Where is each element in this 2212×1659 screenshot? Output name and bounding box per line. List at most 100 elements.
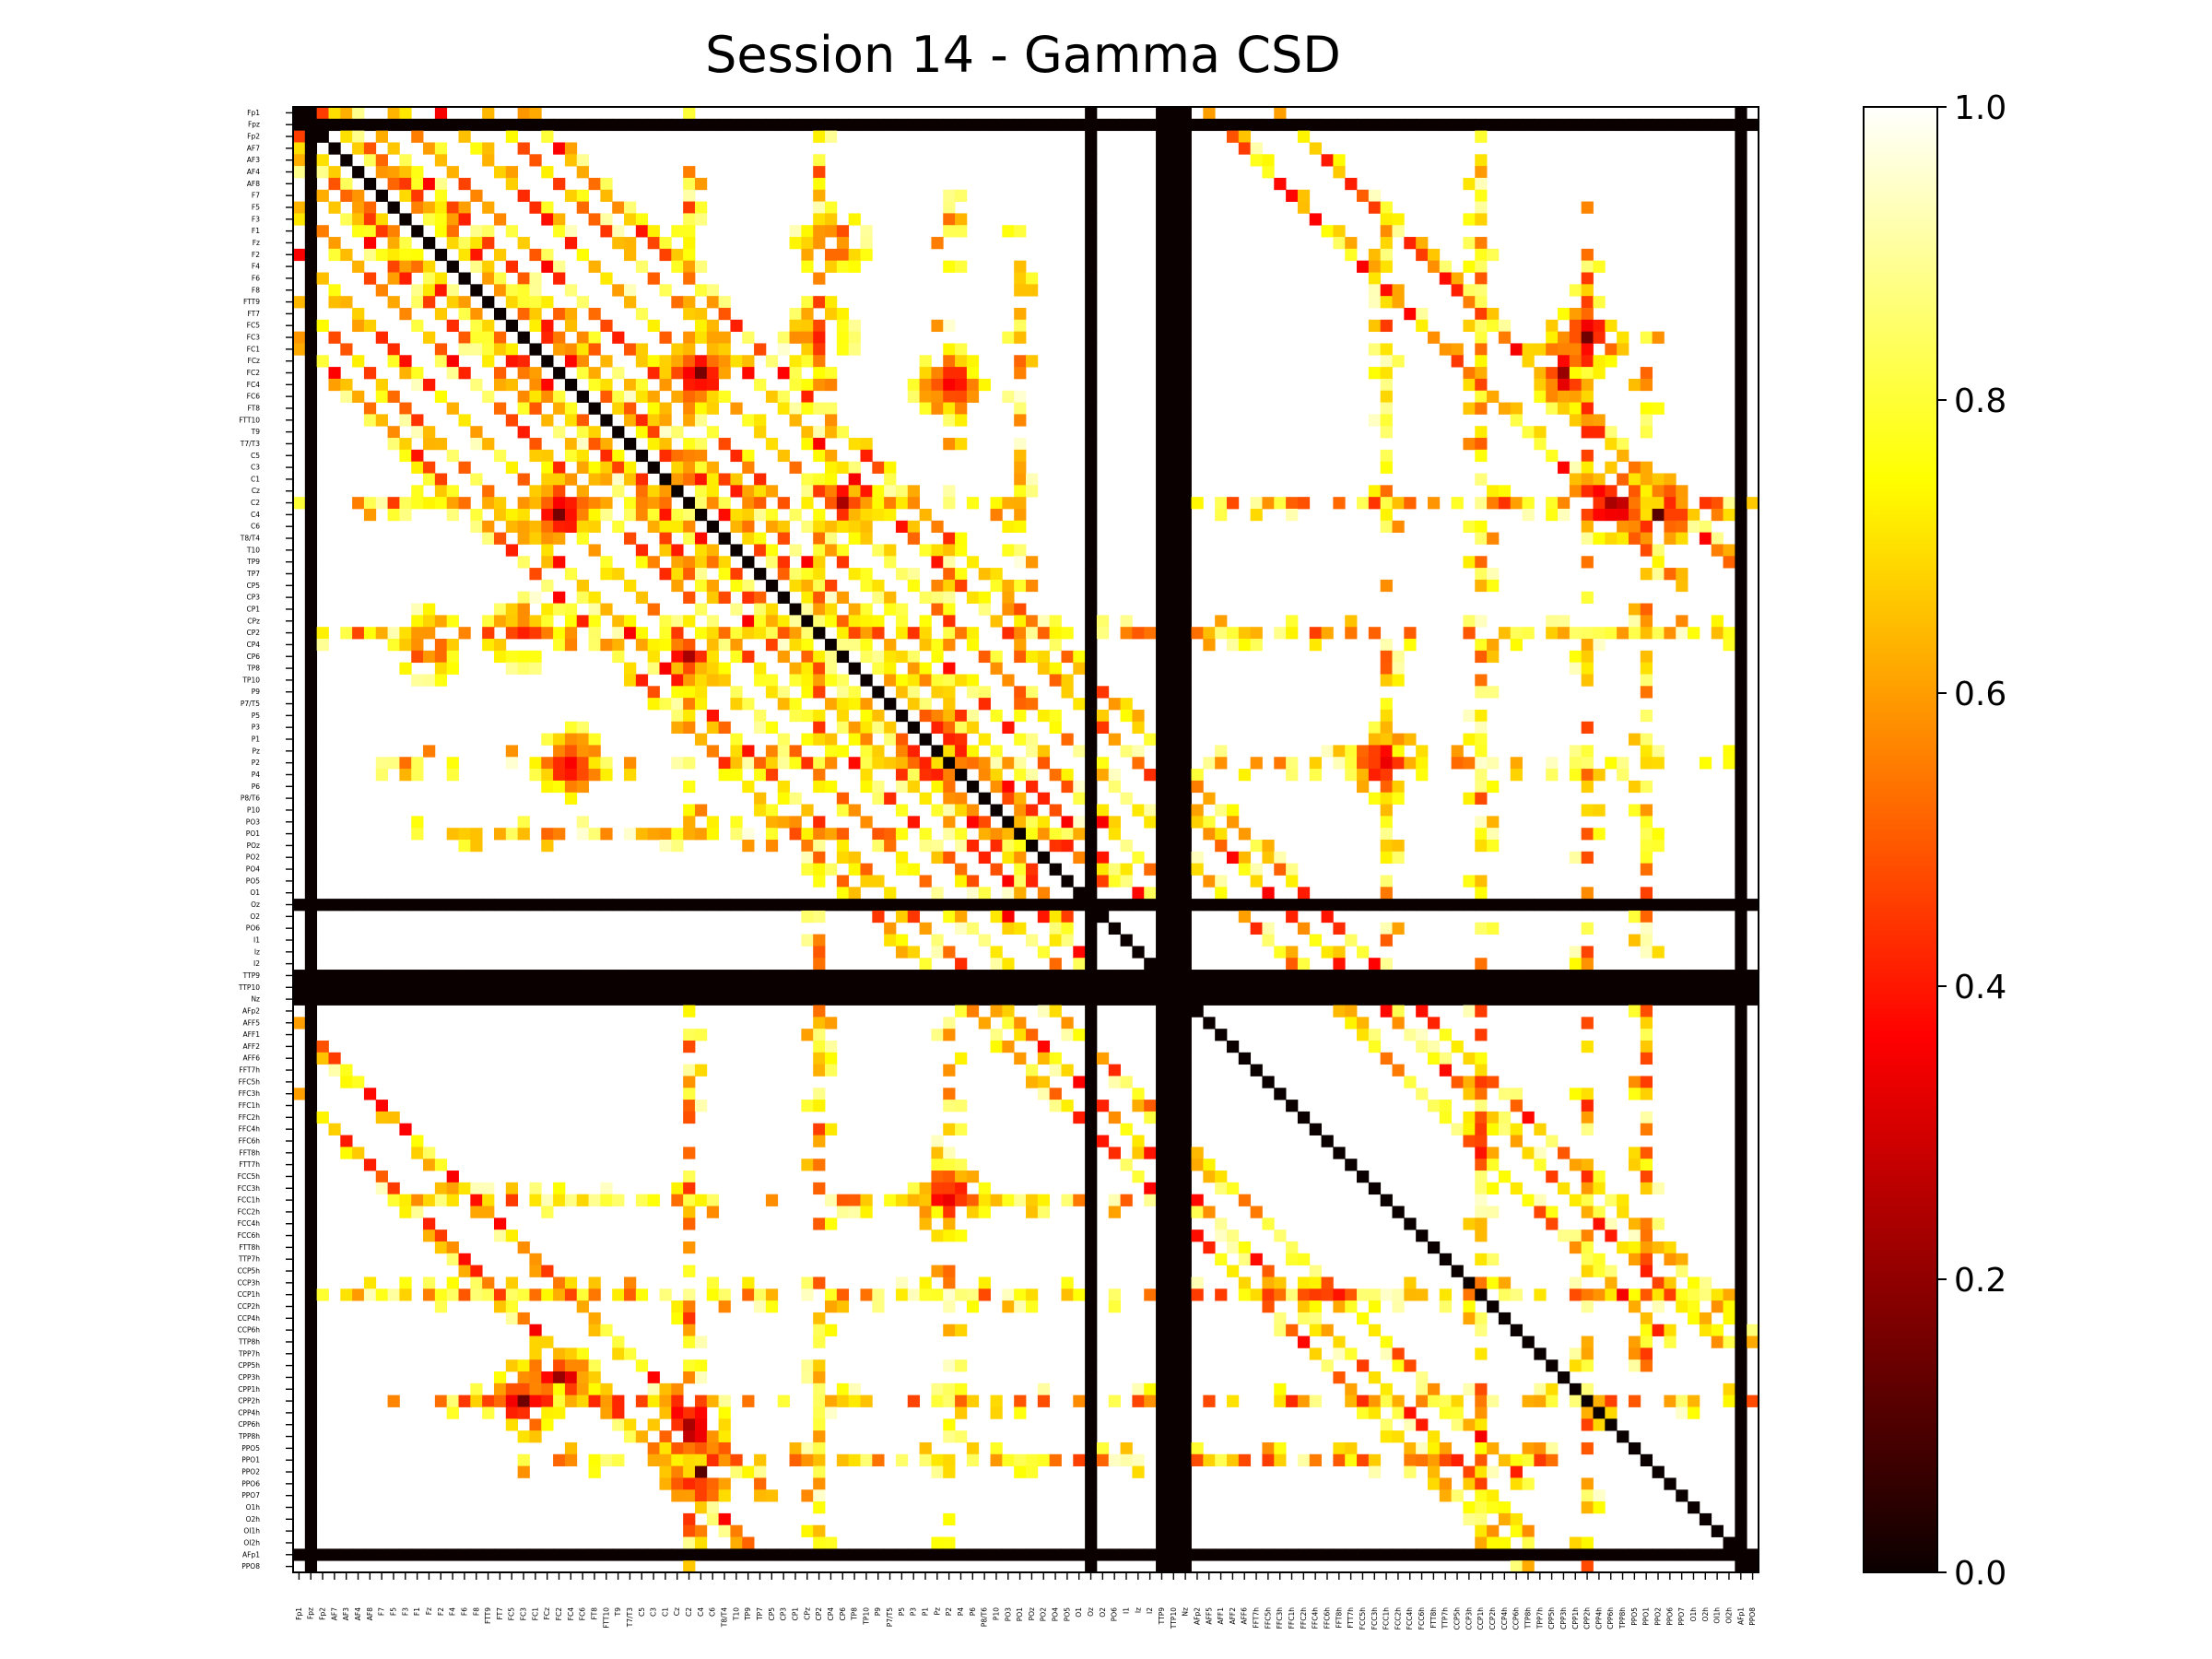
heatmap-cell <box>671 1477 684 1490</box>
heatmap-cell <box>304 757 318 770</box>
heatmap-cell <box>1380 709 1393 723</box>
heatmap-cell <box>765 390 779 403</box>
heatmap-cell <box>919 1277 932 1289</box>
heatmap-cell <box>1014 603 1027 616</box>
heatmap-cell <box>1167 1230 1181 1242</box>
heatmap-cell <box>1179 1088 1192 1100</box>
heatmap-cell <box>1085 213 1098 226</box>
heatmap-cell <box>1628 508 1641 522</box>
heatmap-cell <box>1179 1501 1192 1514</box>
heatmap-cell <box>1735 1159 1747 1171</box>
y-tick-label: FC6 <box>247 393 261 401</box>
heatmap-cell <box>1628 1253 1641 1266</box>
heatmap-cell <box>1049 709 1062 723</box>
heatmap-cell <box>836 461 850 474</box>
heatmap-cell <box>434 970 448 982</box>
heatmap-cell <box>730 508 743 522</box>
heatmap-cell <box>293 993 306 1006</box>
heatmap-cell <box>1711 899 1724 912</box>
heatmap-cell <box>1167 875 1181 888</box>
heatmap-cell <box>1002 1548 1015 1561</box>
heatmap-cell <box>423 981 436 994</box>
heatmap-cell <box>1628 1159 1641 1171</box>
heatmap-cell <box>1085 378 1098 392</box>
heatmap-cell <box>1605 438 1618 451</box>
heatmap-cell <box>1026 981 1039 994</box>
heatmap-cell <box>1735 414 1747 427</box>
heatmap-cell <box>1357 497 1370 510</box>
heatmap-cell <box>1416 1040 1429 1053</box>
heatmap-cell <box>671 757 684 770</box>
heatmap-cell <box>1073 899 1086 912</box>
heatmap-cell <box>458 840 471 853</box>
heatmap-cell <box>1215 1218 1228 1230</box>
heatmap-cell <box>1581 343 1594 356</box>
heatmap-cell <box>706 816 720 829</box>
heatmap-cell <box>801 627 814 640</box>
heatmap-cell <box>683 816 696 829</box>
heatmap-cell <box>825 745 838 758</box>
heatmap-cell <box>375 1548 388 1561</box>
heatmap-cell <box>517 107 530 120</box>
y-tick-label: Fz <box>253 239 260 247</box>
heatmap-cell <box>1605 1265 1618 1277</box>
heatmap-cell <box>588 402 601 415</box>
heatmap-cell <box>1179 272 1192 285</box>
heatmap-cell <box>789 568 802 581</box>
heatmap-cell <box>1605 757 1618 770</box>
heatmap-cell <box>931 367 944 380</box>
y-tick-label: POz <box>247 841 260 850</box>
heatmap-cell <box>1167 189 1181 202</box>
heatmap-cell <box>1735 1418 1747 1431</box>
heatmap-cell <box>600 497 613 510</box>
heatmap-cell <box>624 579 637 593</box>
heatmap-cell <box>529 367 542 380</box>
heatmap-cell <box>1167 851 1181 865</box>
heatmap-cell <box>1144 1288 1157 1301</box>
heatmap-cell <box>1203 1159 1216 1171</box>
heatmap-cell <box>895 981 909 994</box>
heatmap-cell <box>966 1441 980 1455</box>
heatmap-cell <box>529 1394 542 1407</box>
heatmap-cell <box>1096 118 1110 132</box>
heatmap-cell <box>316 225 329 238</box>
heatmap-cell <box>848 804 861 817</box>
heatmap-cell <box>1014 970 1027 982</box>
heatmap-cell <box>813 591 826 604</box>
heatmap-cell <box>328 107 341 120</box>
heatmap-cell <box>813 296 826 309</box>
heatmap-cell <box>1735 426 1747 439</box>
heatmap-cell <box>340 378 353 392</box>
heatmap-cell <box>576 591 589 604</box>
heatmap-cell <box>1640 497 1653 510</box>
heatmap-cell <box>801 639 814 652</box>
heatmap-cell <box>955 1430 968 1443</box>
heatmap-cell <box>1475 296 1488 309</box>
heatmap-cell <box>1380 639 1393 652</box>
heatmap-cell <box>434 142 448 155</box>
heatmap-cell <box>1735 556 1747 569</box>
heatmap-cell <box>671 1312 684 1325</box>
heatmap-cell <box>588 497 601 510</box>
heatmap-cell <box>813 118 826 132</box>
heatmap-cell <box>411 1194 424 1206</box>
heatmap-cell <box>683 1300 696 1313</box>
heatmap-cell <box>1037 1005 1051 1018</box>
heatmap-cell <box>1096 1453 1110 1466</box>
heatmap-cell <box>1156 1076 1169 1088</box>
heatmap-cell <box>541 579 554 593</box>
heatmap-cell <box>1203 970 1216 982</box>
heatmap-cell <box>671 296 684 309</box>
heatmap-cell <box>1546 993 1559 1006</box>
heatmap-cell <box>375 757 388 770</box>
heatmap-cell <box>825 1218 838 1230</box>
heatmap-cell <box>730 686 743 699</box>
heatmap-cell <box>694 355 708 368</box>
heatmap-cell <box>541 130 554 143</box>
heatmap-cell <box>612 1406 625 1419</box>
heatmap-cell <box>1250 757 1263 770</box>
heatmap-cell <box>777 650 790 664</box>
heatmap-cell <box>1581 591 1594 604</box>
heatmap-cell <box>1427 1382 1441 1396</box>
heatmap-cell <box>1085 946 1098 959</box>
